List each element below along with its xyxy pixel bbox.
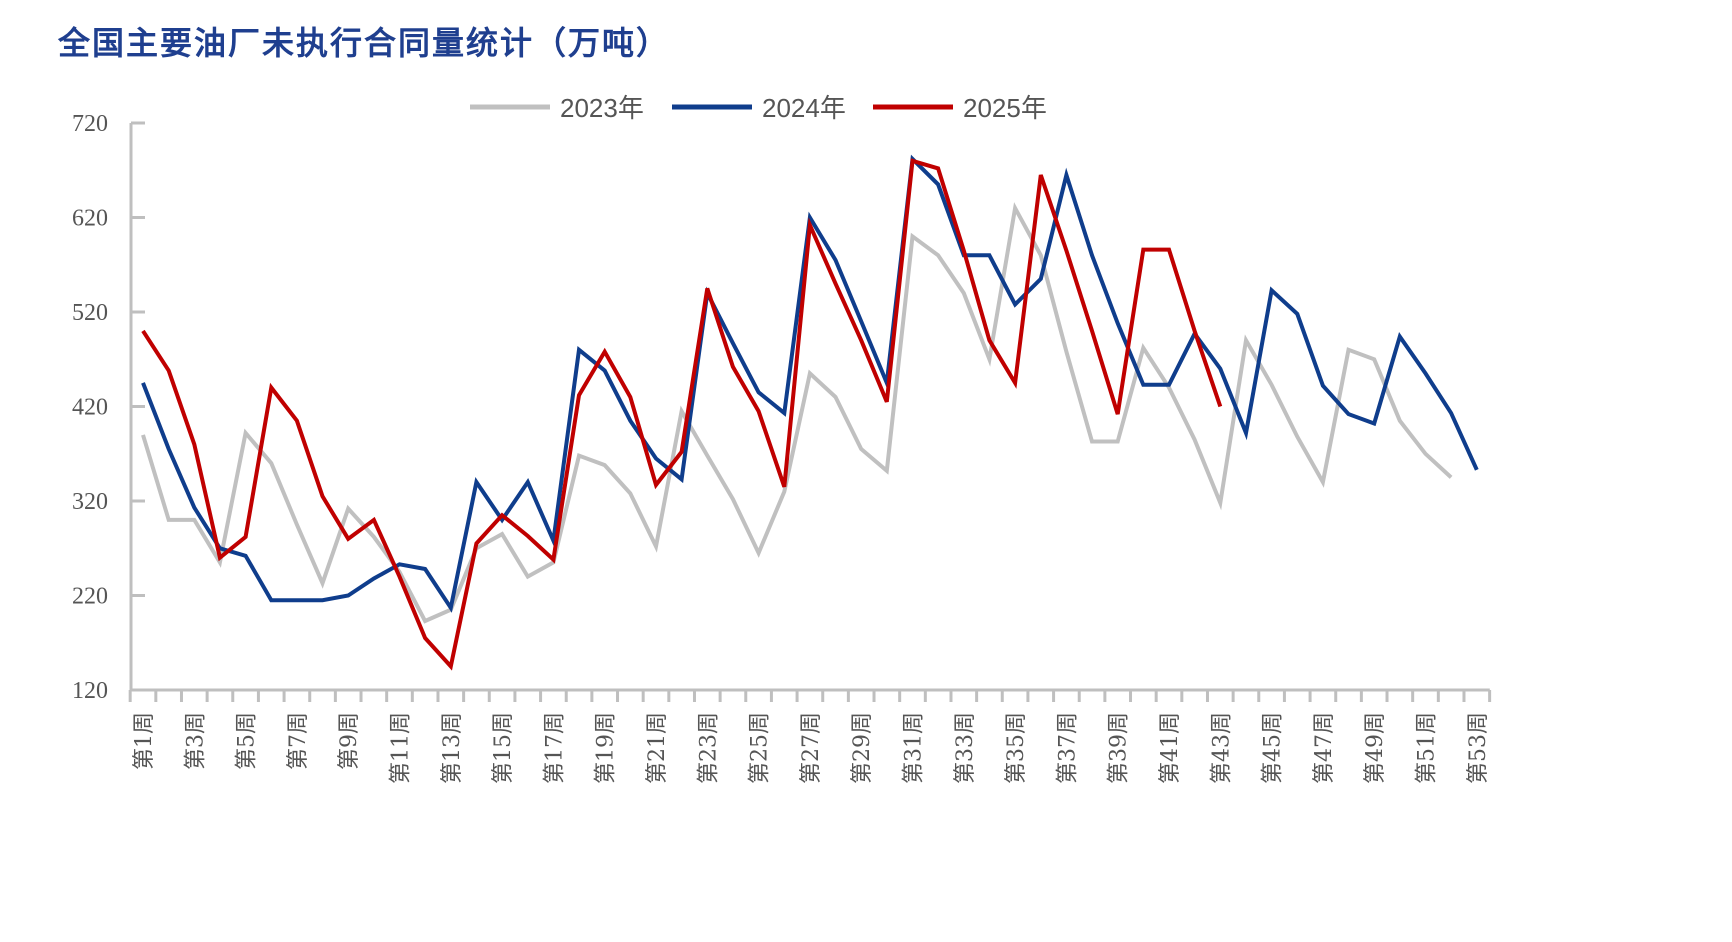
x-tick-label: 第29周 <box>850 712 875 784</box>
x-tick-label: 第1周 <box>132 712 157 770</box>
x-tick-label: 第51周 <box>1415 712 1440 784</box>
x-tick-label: 第47周 <box>1312 712 1337 784</box>
x-tick-label: 第33周 <box>953 712 978 784</box>
x-tick-label: 第21周 <box>645 712 670 784</box>
x-tick-label: 第35周 <box>1004 712 1029 784</box>
legend-label: 2024年 <box>762 93 846 123</box>
y-tick-label: 220 <box>72 584 108 610</box>
axes: 120 220 320 420 520 620 720 第1周 第3周 第5周 第7周 第9周 第11周… <box>72 111 1492 784</box>
y-tick-label: 120 <box>72 678 108 704</box>
x-tick-label: 第11周 <box>389 712 414 784</box>
legend: 2023年 2024年 2025年 <box>470 93 1047 123</box>
x-tick-label: 第49周 <box>1363 712 1388 784</box>
x-tick-label: 第17周 <box>542 712 567 784</box>
x-tick-label: 第7周 <box>286 712 311 770</box>
series-lines <box>141 154 1479 671</box>
x-tick-label: 第45周 <box>1261 712 1286 784</box>
y-tick-label: 620 <box>72 206 108 232</box>
x-tick-label: 第19周 <box>594 712 619 784</box>
x-tick-label: 第25周 <box>748 712 773 784</box>
x-tick-label: 第31周 <box>902 712 927 784</box>
y-tick-label: 320 <box>72 489 108 515</box>
x-tick-label: 第39周 <box>1107 712 1132 784</box>
y-tick-label: 720 <box>72 111 108 137</box>
series-line-2023 <box>141 202 1453 624</box>
x-tick-label: 第23周 <box>696 712 721 784</box>
legend-label: 2025年 <box>963 93 1047 123</box>
x-tick-label: 第53周 <box>1466 712 1491 784</box>
x-tick-label: 第3周 <box>183 712 208 770</box>
x-tick-label: 第37周 <box>1055 712 1080 784</box>
y-tick-label: 420 <box>72 395 108 421</box>
x-tick-label: 第41周 <box>1158 712 1183 784</box>
x-tick-label: 第15周 <box>491 712 516 784</box>
x-tick-label: 第43周 <box>1209 712 1234 784</box>
chart-title: 全国主要油厂未执行合同量统计（万吨） <box>58 24 671 62</box>
x-tick-label: 第27周 <box>799 712 824 784</box>
legend-label: 2023年 <box>560 93 644 123</box>
y-tick-label: 520 <box>72 300 108 326</box>
x-tick-label: 第13周 <box>440 712 465 784</box>
x-tick-label: 第9周 <box>337 712 362 770</box>
x-tick-label: 第5周 <box>235 712 260 770</box>
